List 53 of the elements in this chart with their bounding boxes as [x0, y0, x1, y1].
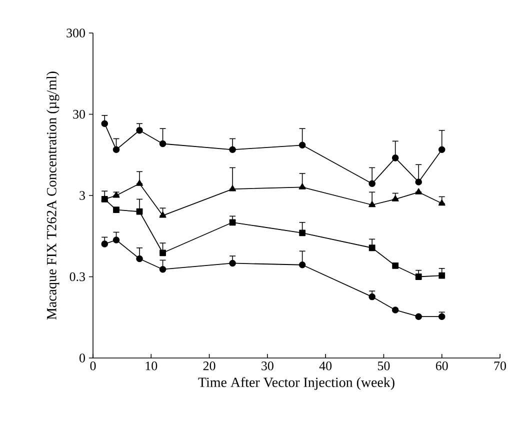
point: [101, 196, 108, 202]
point: [113, 206, 120, 213]
point: [136, 180, 144, 186]
x-tick-label: 70: [494, 362, 506, 370]
point: [229, 260, 236, 267]
point: [112, 236, 120, 244]
y-axis-title: Macaque FIX T262A Concentration (µg/ml): [46, 72, 60, 320]
point: [392, 195, 399, 202]
y-tick-label: 0: [80, 354, 86, 362]
point: [229, 185, 236, 192]
point: [112, 146, 120, 154]
point: [229, 219, 236, 226]
point: [368, 180, 376, 188]
x-tick-label: 60: [436, 362, 448, 370]
point: [368, 200, 376, 208]
point: [159, 266, 166, 273]
point: [101, 240, 108, 248]
point: [159, 212, 166, 218]
point: [368, 244, 376, 252]
point: [415, 274, 422, 280]
x-tick-label: 20: [203, 362, 216, 370]
point: [392, 306, 399, 314]
point: [392, 262, 399, 269]
y-tick-label: 0.3: [70, 272, 85, 282]
point: [160, 250, 166, 256]
point: [415, 313, 422, 320]
point: [415, 188, 422, 194]
x-tick-label: 30: [262, 362, 274, 370]
x-tick-label: 50: [378, 362, 390, 370]
point: [136, 208, 143, 215]
point: [101, 120, 108, 128]
point: [438, 272, 446, 279]
y-tick-label: 300: [66, 28, 86, 38]
point: [159, 140, 166, 148]
y-tick-label: 3: [80, 191, 85, 200]
x-tick-label: 40: [319, 362, 332, 370]
x-tick-label: 10: [146, 362, 158, 370]
point: [368, 293, 376, 300]
point: [298, 183, 306, 190]
x-tick-label: 0: [90, 362, 96, 370]
point: [415, 178, 422, 186]
point: [298, 261, 306, 268]
point: [112, 192, 120, 198]
y-tick-label: 30: [73, 110, 86, 119]
point: [136, 255, 143, 262]
point: [438, 146, 446, 154]
point: [136, 126, 143, 134]
point: [438, 199, 446, 206]
point: [298, 142, 306, 149]
point: [392, 154, 399, 162]
point: [299, 230, 306, 236]
point: [229, 146, 236, 154]
x-axis-title: Time After Vector Injection (week): [198, 377, 394, 390]
